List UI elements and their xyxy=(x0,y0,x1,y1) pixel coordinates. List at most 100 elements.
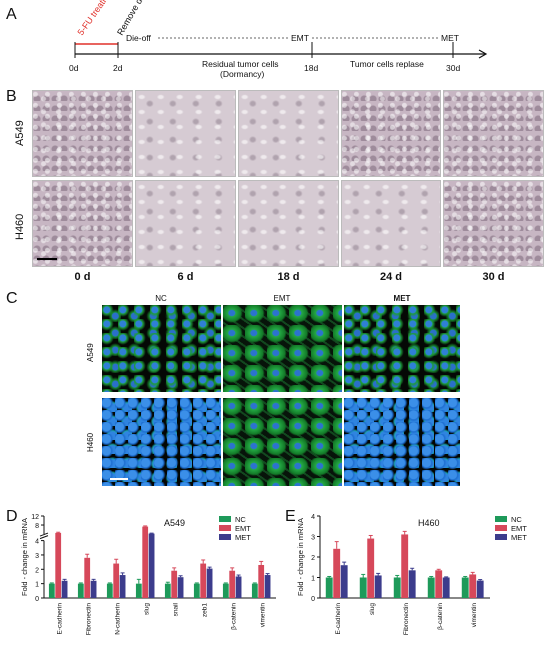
chart-title: A549 xyxy=(164,518,185,528)
legend-label-met: MET xyxy=(235,533,251,542)
bar-emt-n-cadherin xyxy=(113,563,120,598)
panel-label-a: A xyxy=(6,6,17,23)
micrograph-a549-0d xyxy=(32,90,133,177)
bar-met-catenin xyxy=(235,576,242,598)
x-tick-label-slug: slug xyxy=(144,603,151,615)
legend-label-nc: NC xyxy=(511,515,522,524)
bar-met-e-cadherin xyxy=(61,580,68,598)
bar-nc-e-cadherin xyxy=(325,577,333,598)
fluorescence-h460-nc xyxy=(101,397,222,487)
fluorescence-h460-met xyxy=(343,397,461,487)
die-off-label: Die-off xyxy=(126,33,152,43)
bar-nc-fibronectin xyxy=(393,577,401,598)
fluorescence-a549-emt xyxy=(222,304,343,393)
bar-emt-zeb1 xyxy=(200,563,207,598)
time-label-0d: 0 d xyxy=(74,271,91,283)
panel-label-c: C xyxy=(6,290,18,307)
bar-met-n-cadherin xyxy=(119,575,126,598)
y-tick-label: 0 xyxy=(35,596,39,603)
bar-nc-slug xyxy=(359,577,367,598)
chart-title: H460 xyxy=(418,518,440,528)
legend-swatch-emt xyxy=(219,525,231,531)
x-tick-label-slug: slug xyxy=(369,603,376,615)
tick-label-18d: 18d xyxy=(304,63,318,73)
bar-emt-snail xyxy=(171,570,178,598)
bar-nc-n-cadherin xyxy=(106,583,113,598)
x-tick-label-fibronectin: Fibronectin xyxy=(86,603,93,636)
x-tick-label-catenin: β-catenin xyxy=(231,603,238,630)
legend-swatch-emt xyxy=(495,525,507,531)
row-label-a549-c: A549 xyxy=(86,343,95,362)
x-tick-label-fibronectin: Fibronectin xyxy=(403,603,410,636)
bar-emt-fibronectin xyxy=(401,534,409,598)
row-label-a549-b: A549 xyxy=(14,120,26,146)
x-tick-label-vimentin: vimentin xyxy=(260,603,267,628)
column-label-nc: NC xyxy=(155,294,167,303)
y-tick-label: 4 xyxy=(311,514,315,521)
column-label-met: MET xyxy=(393,294,411,303)
micrograph-h460-0d xyxy=(32,180,133,267)
met-label: MET xyxy=(441,33,459,43)
y-tick-label: 1 xyxy=(35,582,39,589)
bar-nc-vimentin xyxy=(461,577,469,598)
chart-h460: 0 1 2 3 4 Fold - change in mRNA H460 E-cadherin… xyxy=(296,514,527,636)
y-axis-label: Fold - change in mRNA xyxy=(296,518,305,596)
legend-label-met: MET xyxy=(511,533,527,542)
bar-emt-vimentin xyxy=(469,574,477,598)
residual-label: Residual tumor cells xyxy=(202,59,279,69)
x-tick-label-e-cadherin: E-cadherin xyxy=(57,603,64,635)
tick-label-2d: 2d xyxy=(113,63,123,73)
scale-bar-c xyxy=(110,478,128,480)
y-axis-label: Fold - change in mRNA xyxy=(20,518,29,596)
legend-swatch-met xyxy=(495,534,507,540)
legend-label-emt: EMT xyxy=(511,524,527,533)
tick-label-30d: 30d xyxy=(446,63,460,73)
bar-emt-catenin xyxy=(229,570,236,598)
bar-met-slug xyxy=(374,575,382,598)
column-label-emt: EMT xyxy=(273,294,291,303)
y-tick-label: 3 xyxy=(35,553,39,560)
bar-emt-e-cadherin xyxy=(333,548,341,598)
panel-label-e: E xyxy=(285,508,296,525)
x-tick-label-vimentin: vimentin xyxy=(471,603,478,628)
axis-break-mark-upper xyxy=(39,532,49,537)
fluorescence-a549-met xyxy=(343,304,461,393)
micrograph-h460-6d xyxy=(135,180,236,267)
y-tick-label: 2 xyxy=(311,555,315,562)
fluorescence-a549-nc xyxy=(101,304,222,393)
bar-met-vimentin xyxy=(264,575,271,598)
bar-met-vimentin xyxy=(476,580,484,598)
x-tick-label-zeb1: zeb1 xyxy=(202,603,209,617)
y-tick-label: 4 xyxy=(35,539,39,546)
bar-emt-catenin xyxy=(435,570,443,598)
bar-met-snail xyxy=(177,577,184,598)
y-tick-label: 1 xyxy=(311,576,315,583)
bar-met-fibronectin xyxy=(408,570,416,598)
micrograph-h460-30d xyxy=(443,180,544,267)
legend-label-emt: EMT xyxy=(235,524,251,533)
y-tick-label: 3 xyxy=(311,535,315,542)
bar-emt-fibronectin xyxy=(84,557,91,598)
timeline-arrowhead xyxy=(478,49,488,59)
panel-label-d: D xyxy=(6,508,18,525)
bar-nc-fibronectin xyxy=(77,583,84,598)
scale-bar-b xyxy=(37,258,57,260)
bar-met-catenin xyxy=(442,577,450,598)
legend-swatch-met xyxy=(219,534,231,540)
micrograph-h460-24d xyxy=(341,180,441,267)
time-label-24d: 24 d xyxy=(379,271,402,283)
time-label-18d: 18 d xyxy=(277,271,300,283)
bar-met-e-cadherin xyxy=(340,565,348,598)
time-label-30d: 30 d xyxy=(482,271,505,283)
row-label-h460-b: H460 xyxy=(14,213,26,240)
micrograph-a549-18d xyxy=(238,90,339,177)
axis-break-mark-lower xyxy=(39,535,49,540)
micrograph-a549-30d xyxy=(443,90,544,177)
bar-nc-catenin xyxy=(222,583,229,598)
tick-label-0d: 0d xyxy=(69,63,79,73)
bar-nc-catenin xyxy=(427,577,435,598)
x-tick-label-snail: snail xyxy=(173,602,180,616)
bar-nc-slug xyxy=(135,583,142,598)
dormancy-label: (Dormancy) xyxy=(220,69,265,79)
